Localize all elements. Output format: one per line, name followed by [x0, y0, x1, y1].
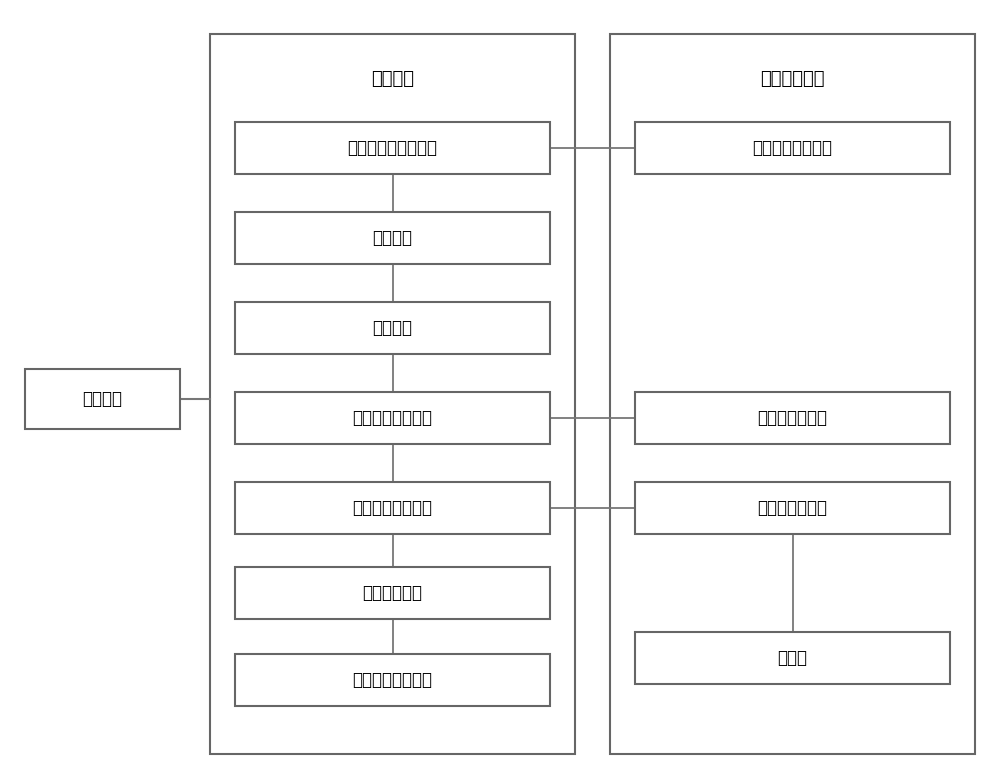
Bar — [235, 567, 550, 619]
Bar — [635, 632, 950, 684]
Text: 缺陷检测算法服务: 缺陷检测算法服务 — [753, 139, 832, 157]
Bar — [235, 654, 550, 706]
Bar — [235, 302, 550, 354]
Bar — [635, 482, 950, 534]
Text: 焊缝知识图谱管理: 焊缝知识图谱管理 — [352, 499, 432, 517]
Bar — [235, 122, 550, 174]
Text: 焊缝检测: 焊缝检测 — [371, 70, 414, 88]
Text: 图片样本数据库: 图片样本数据库 — [758, 409, 828, 427]
Bar — [610, 34, 975, 754]
Text: 服务及数据库: 服务及数据库 — [760, 70, 825, 88]
Text: 实时监测与异常告警: 实时监测与异常告警 — [348, 139, 438, 157]
Text: 知识图谱数据库: 知识图谱数据库 — [758, 499, 828, 517]
Text: 缺陷自动分级: 缺陷自动分级 — [362, 584, 422, 602]
Text: 人工复核: 人工复核 — [372, 319, 413, 337]
Bar — [635, 122, 950, 174]
Text: 图像采集: 图像采集 — [82, 390, 122, 408]
Bar — [25, 369, 180, 429]
Bar — [635, 392, 950, 444]
Bar — [235, 212, 550, 264]
Text: 检测报告汇总导出: 检测报告汇总导出 — [352, 671, 432, 689]
Text: 知识库: 知识库 — [778, 649, 808, 667]
Bar — [235, 392, 550, 444]
Bar — [210, 34, 575, 754]
Text: 历史图像样本管理: 历史图像样本管理 — [352, 409, 432, 427]
Bar — [235, 482, 550, 534]
Text: 图像标注: 图像标注 — [372, 229, 413, 247]
